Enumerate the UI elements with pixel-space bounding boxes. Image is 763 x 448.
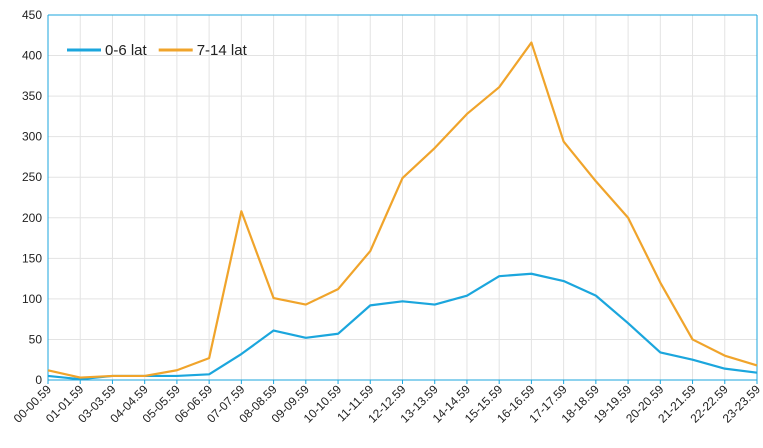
y-tick-label: 100	[22, 292, 42, 306]
y-tick-label: 450	[22, 8, 42, 22]
y-tick-label: 150	[22, 251, 42, 265]
y-tick-label: 0	[35, 373, 42, 387]
y-tick-label: 250	[22, 170, 42, 184]
y-tick-label: 350	[22, 89, 42, 103]
y-tick-label: 200	[22, 211, 42, 225]
series-line	[47, 272, 758, 381]
legend-label: 7-14 lat	[197, 42, 248, 59]
legend-label: 0-6 lat	[105, 42, 148, 59]
y-tick-label: 50	[29, 332, 43, 346]
y-tick-label: 400	[22, 49, 42, 63]
y-tick-label: 300	[22, 130, 42, 144]
series-line	[47, 41, 758, 379]
